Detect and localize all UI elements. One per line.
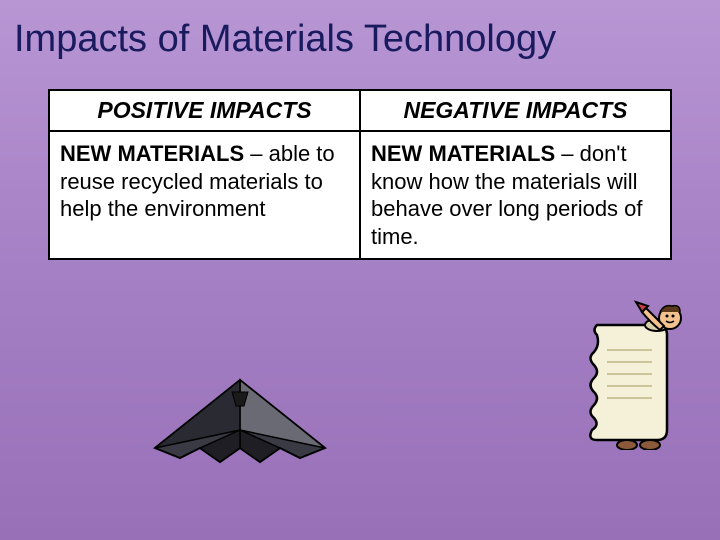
stealth-bomber-illustration xyxy=(150,370,330,480)
impacts-table-container: POSITIVE IMPACTS NEGATIVE IMPACTS NEW MA… xyxy=(48,89,672,260)
slide-title: Impacts of Materials Technology xyxy=(0,0,720,61)
cell-positive-lead: NEW MATERIALS xyxy=(60,141,244,166)
impacts-table: POSITIVE IMPACTS NEGATIVE IMPACTS NEW MA… xyxy=(48,89,672,260)
paper-scroll-character-illustration xyxy=(572,300,692,450)
cell-negative-lead: NEW MATERIALS xyxy=(371,141,555,166)
col-header-negative: NEGATIVE IMPACTS xyxy=(360,90,671,131)
cell-positive: NEW MATERIALS – able to reuse recycled m… xyxy=(49,131,360,259)
cell-negative: NEW MATERIALS – don't know how the mater… xyxy=(360,131,671,259)
table-row: NEW MATERIALS – able to reuse recycled m… xyxy=(49,131,671,259)
col-header-positive: POSITIVE IMPACTS xyxy=(49,90,360,131)
